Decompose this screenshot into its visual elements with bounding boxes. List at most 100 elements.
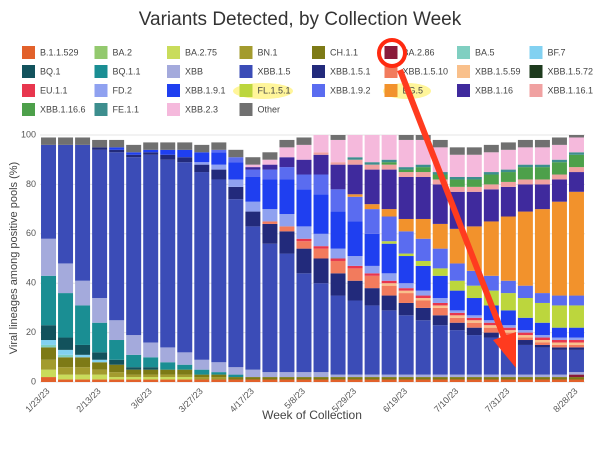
bar-segment (415, 167, 431, 173)
bar-segment (466, 335, 482, 375)
bar-segment (41, 369, 57, 378)
bar-segment (279, 226, 295, 232)
bar-segment (449, 312, 465, 316)
bar-segment (483, 332, 499, 338)
bar-segment (262, 377, 278, 380)
bar-segment (109, 147, 125, 150)
x-tick-label: 3/6/23 (129, 386, 154, 411)
bar-segment (177, 352, 193, 365)
bar-segment (534, 302, 550, 323)
bar-segment (534, 322, 550, 336)
bar-segment (58, 293, 74, 338)
legend-label: EU.1.1 (40, 85, 68, 95)
bar-segment (126, 157, 142, 336)
bar-segment (449, 374, 465, 378)
bar-segment (313, 135, 329, 153)
bar-segment (432, 307, 448, 316)
bar-segment (483, 337, 499, 375)
bar-segment (92, 374, 108, 380)
bar-segment (160, 374, 176, 378)
bar-segment (381, 241, 397, 244)
bar-segment (279, 179, 295, 215)
bar-segment (398, 172, 414, 177)
bar-segment (347, 300, 363, 375)
bar-segment (211, 362, 227, 373)
bar-segment (483, 320, 499, 323)
bar-segment (58, 354, 74, 358)
bar-segment (415, 176, 431, 219)
bar-segment (279, 157, 295, 168)
x-tick-label: 2/13/23 (74, 386, 102, 414)
bar-segment (517, 167, 533, 180)
bar-segment (296, 238, 312, 242)
bar-segment (483, 377, 499, 380)
bar-segment (194, 359, 210, 370)
bar-segment (517, 344, 533, 375)
bar-segment (364, 204, 380, 210)
bar-segment (58, 337, 74, 350)
bar-segment (449, 147, 465, 155)
legend-swatch (239, 65, 253, 78)
bar-segment (398, 218, 414, 232)
bar-segment (517, 179, 533, 185)
bar-segment (177, 369, 193, 375)
bar-segment (466, 377, 482, 380)
bar-segment (58, 137, 74, 145)
bar-segment (415, 379, 431, 382)
bar-segment (245, 211, 261, 227)
bar-segment (398, 283, 414, 289)
bar-segment (364, 273, 380, 276)
legend-swatch (529, 84, 543, 97)
legend-swatch (457, 46, 470, 59)
bar-segment (41, 275, 57, 326)
bar-segment (551, 379, 567, 382)
legend-label: XBB.1.5.72 (548, 66, 594, 76)
bar-segment (41, 325, 57, 341)
bar-segment (483, 327, 499, 333)
bar-segment (500, 181, 516, 187)
bars (41, 135, 584, 382)
bar-segment (296, 137, 312, 145)
bar-segment (143, 379, 159, 382)
bar-segment (517, 377, 533, 380)
bar-segment (177, 379, 193, 382)
legend-label: BA.5 (475, 47, 495, 57)
bar-segment (500, 330, 516, 333)
bar-segment (517, 184, 533, 212)
bar-segment (313, 174, 329, 195)
bar-segment (432, 298, 448, 303)
x-axis-title: Week of Collection (262, 408, 362, 422)
bar-segment (194, 164, 210, 173)
bar-segment (296, 144, 312, 160)
bar-segment (75, 305, 91, 345)
bar-segment (160, 159, 176, 348)
bar-segment (551, 162, 567, 175)
bar-segment (466, 179, 482, 187)
bar-segment (347, 379, 363, 382)
bar-segment (381, 285, 397, 296)
bar-segment (568, 347, 584, 350)
bar-segment (279, 377, 295, 380)
bar-segment (296, 377, 312, 380)
bar-segment (330, 139, 346, 163)
bar-segment (415, 320, 431, 375)
bar-segment (381, 310, 397, 375)
legend-swatch (239, 84, 253, 97)
bar-segment (160, 377, 176, 380)
bar-segment (330, 189, 346, 212)
bar-segment (398, 176, 414, 219)
bar-segment (228, 149, 244, 158)
bar-segment (41, 344, 57, 348)
bar-segment (534, 293, 550, 303)
bar-segment (262, 379, 278, 382)
bar-segment (415, 290, 431, 296)
bar-segment (449, 186, 465, 192)
bar-segment (296, 174, 312, 190)
bar-segment (177, 142, 193, 150)
bar-segment (398, 290, 414, 294)
legend-swatch (239, 46, 253, 59)
bar-segment (398, 377, 414, 380)
bar-segment (58, 367, 74, 375)
bar-segment (143, 357, 159, 368)
bar-segment (126, 367, 142, 370)
